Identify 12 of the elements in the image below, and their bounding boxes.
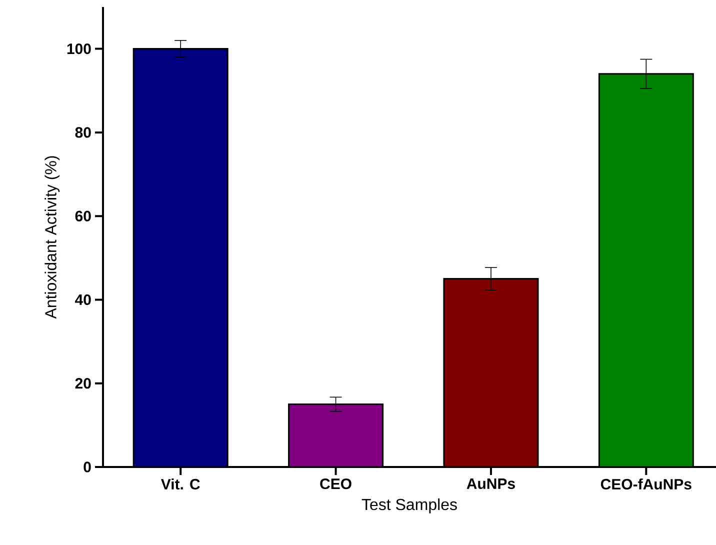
y-tick-label: 40 xyxy=(75,294,91,306)
y-tick-label: 0 xyxy=(84,462,91,472)
x-tick-label: CEO-fAuNPs xyxy=(600,478,692,490)
x-tick-label: Vit. C xyxy=(160,478,200,490)
x-tick-label: CEO xyxy=(320,478,352,490)
y-tick-label: 60 xyxy=(75,210,91,222)
x-axis-title: Test Samples xyxy=(362,498,457,514)
y-tick-label: 20 xyxy=(75,378,91,389)
y-axis-title: Antioxidant Activity (%) xyxy=(44,156,60,319)
y-tick-label: 80 xyxy=(75,127,91,138)
x-tick-label: AuNPs xyxy=(466,478,515,489)
y-tick-label: 100 xyxy=(67,43,91,54)
